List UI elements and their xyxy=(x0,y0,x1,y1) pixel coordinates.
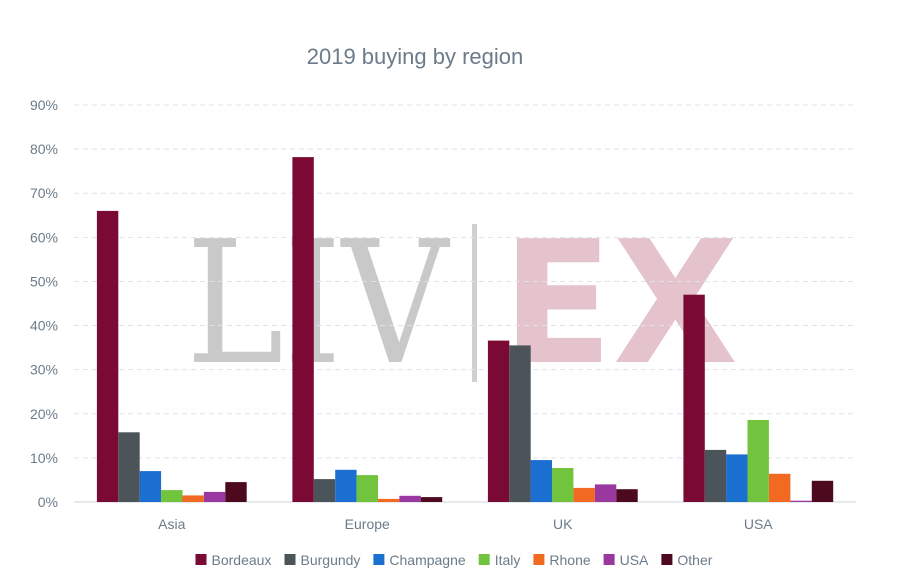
bar-asia-champagne xyxy=(139,471,162,502)
bar-asia-rhone xyxy=(182,495,204,502)
watermark-liv-text: LIV xyxy=(186,205,451,403)
bar-europe-burgundy xyxy=(313,479,336,502)
bar-uk-champagne xyxy=(530,460,552,502)
legend-item-rhone: Rhone xyxy=(533,552,591,568)
legend-swatch xyxy=(533,554,545,565)
legend-label: Italy xyxy=(495,552,521,568)
legend: Bordeaux Burgundy Champagne Italy Rhone USA Ot… xyxy=(195,552,713,568)
bar-usa-rhone xyxy=(769,473,791,502)
bar-asia-usa xyxy=(203,491,226,502)
legend-swatch xyxy=(373,554,385,565)
bar-europe-champagne xyxy=(335,469,357,502)
legend-item-other: Other xyxy=(661,552,713,568)
legend-item-champagne: Champagne xyxy=(373,552,466,568)
watermark-divider xyxy=(472,224,477,382)
y-tick-label: 90% xyxy=(30,97,58,113)
y-tick-label: 50% xyxy=(30,273,58,289)
bar-europe-bordeaux xyxy=(292,157,314,502)
bar-asia-burgundy xyxy=(118,432,140,502)
bar-usa-usa xyxy=(790,500,812,502)
bar-europe-usa xyxy=(399,495,421,502)
legend-label: Champagne xyxy=(389,552,465,568)
y-tick-label: 70% xyxy=(30,185,58,201)
legend-swatch xyxy=(284,554,296,565)
y-tick-label: 40% xyxy=(30,318,58,334)
x-tick-label: UK xyxy=(553,516,573,532)
x-tick-label: Europe xyxy=(345,516,390,532)
bar-asia-italy xyxy=(161,490,183,502)
bar-asia-bordeaux xyxy=(96,210,119,502)
liv-ex-watermark: LIV EX xyxy=(186,205,738,403)
bar-uk-bordeaux xyxy=(487,340,510,502)
bar-europe-rhone xyxy=(378,498,400,502)
bar-usa-other xyxy=(811,480,834,502)
legend-item-usa: USA xyxy=(603,552,649,568)
bar-usa-italy xyxy=(747,420,769,502)
chart-title: 2019 buying by region xyxy=(307,44,524,69)
bar-usa-champagne xyxy=(726,454,748,502)
legend-label: Rhone xyxy=(549,552,590,568)
x-tick-label: USA xyxy=(744,516,773,532)
legend-swatch xyxy=(195,554,207,565)
legend-label: Bordeaux xyxy=(212,552,272,568)
y-tick-label: 80% xyxy=(30,141,58,157)
legend-swatch xyxy=(478,554,490,565)
bar-asia-other xyxy=(225,482,247,502)
legend-swatch xyxy=(603,554,615,565)
bar-europe-italy xyxy=(356,475,378,502)
x-tick-label: Asia xyxy=(158,516,185,532)
y-tick-label: 20% xyxy=(30,406,58,422)
legend-item-bordeaux: Bordeaux xyxy=(195,552,272,568)
y-tick-label: 30% xyxy=(30,362,58,378)
bar-uk-italy xyxy=(552,468,574,502)
legend-label: Other xyxy=(677,552,712,568)
bar-europe-other xyxy=(420,497,443,502)
bar-usa-burgundy xyxy=(704,449,727,502)
bar-uk-burgundy xyxy=(509,345,531,502)
x-axis: Asia Europe UK USA xyxy=(158,516,773,532)
bars xyxy=(96,157,834,502)
legend-item-burgundy: Burgundy xyxy=(284,552,361,568)
y-tick-label: 0% xyxy=(38,494,58,510)
legend-swatch xyxy=(661,554,673,565)
bar-usa-bordeaux xyxy=(683,294,705,502)
bar-uk-other xyxy=(616,489,638,502)
legend-item-italy: Italy xyxy=(478,552,521,568)
bar-uk-usa xyxy=(594,484,617,502)
legend-label: USA xyxy=(620,552,649,568)
y-tick-label: 60% xyxy=(30,229,58,245)
legend-label: Burgundy xyxy=(301,552,361,568)
y-tick-label: 10% xyxy=(30,450,58,466)
gridlines xyxy=(74,104,856,503)
y-axis: 0% 10% 20% 30% 40% 50% 60% 70% 80% 90% xyxy=(30,97,58,510)
bar-uk-rhone xyxy=(573,487,595,502)
